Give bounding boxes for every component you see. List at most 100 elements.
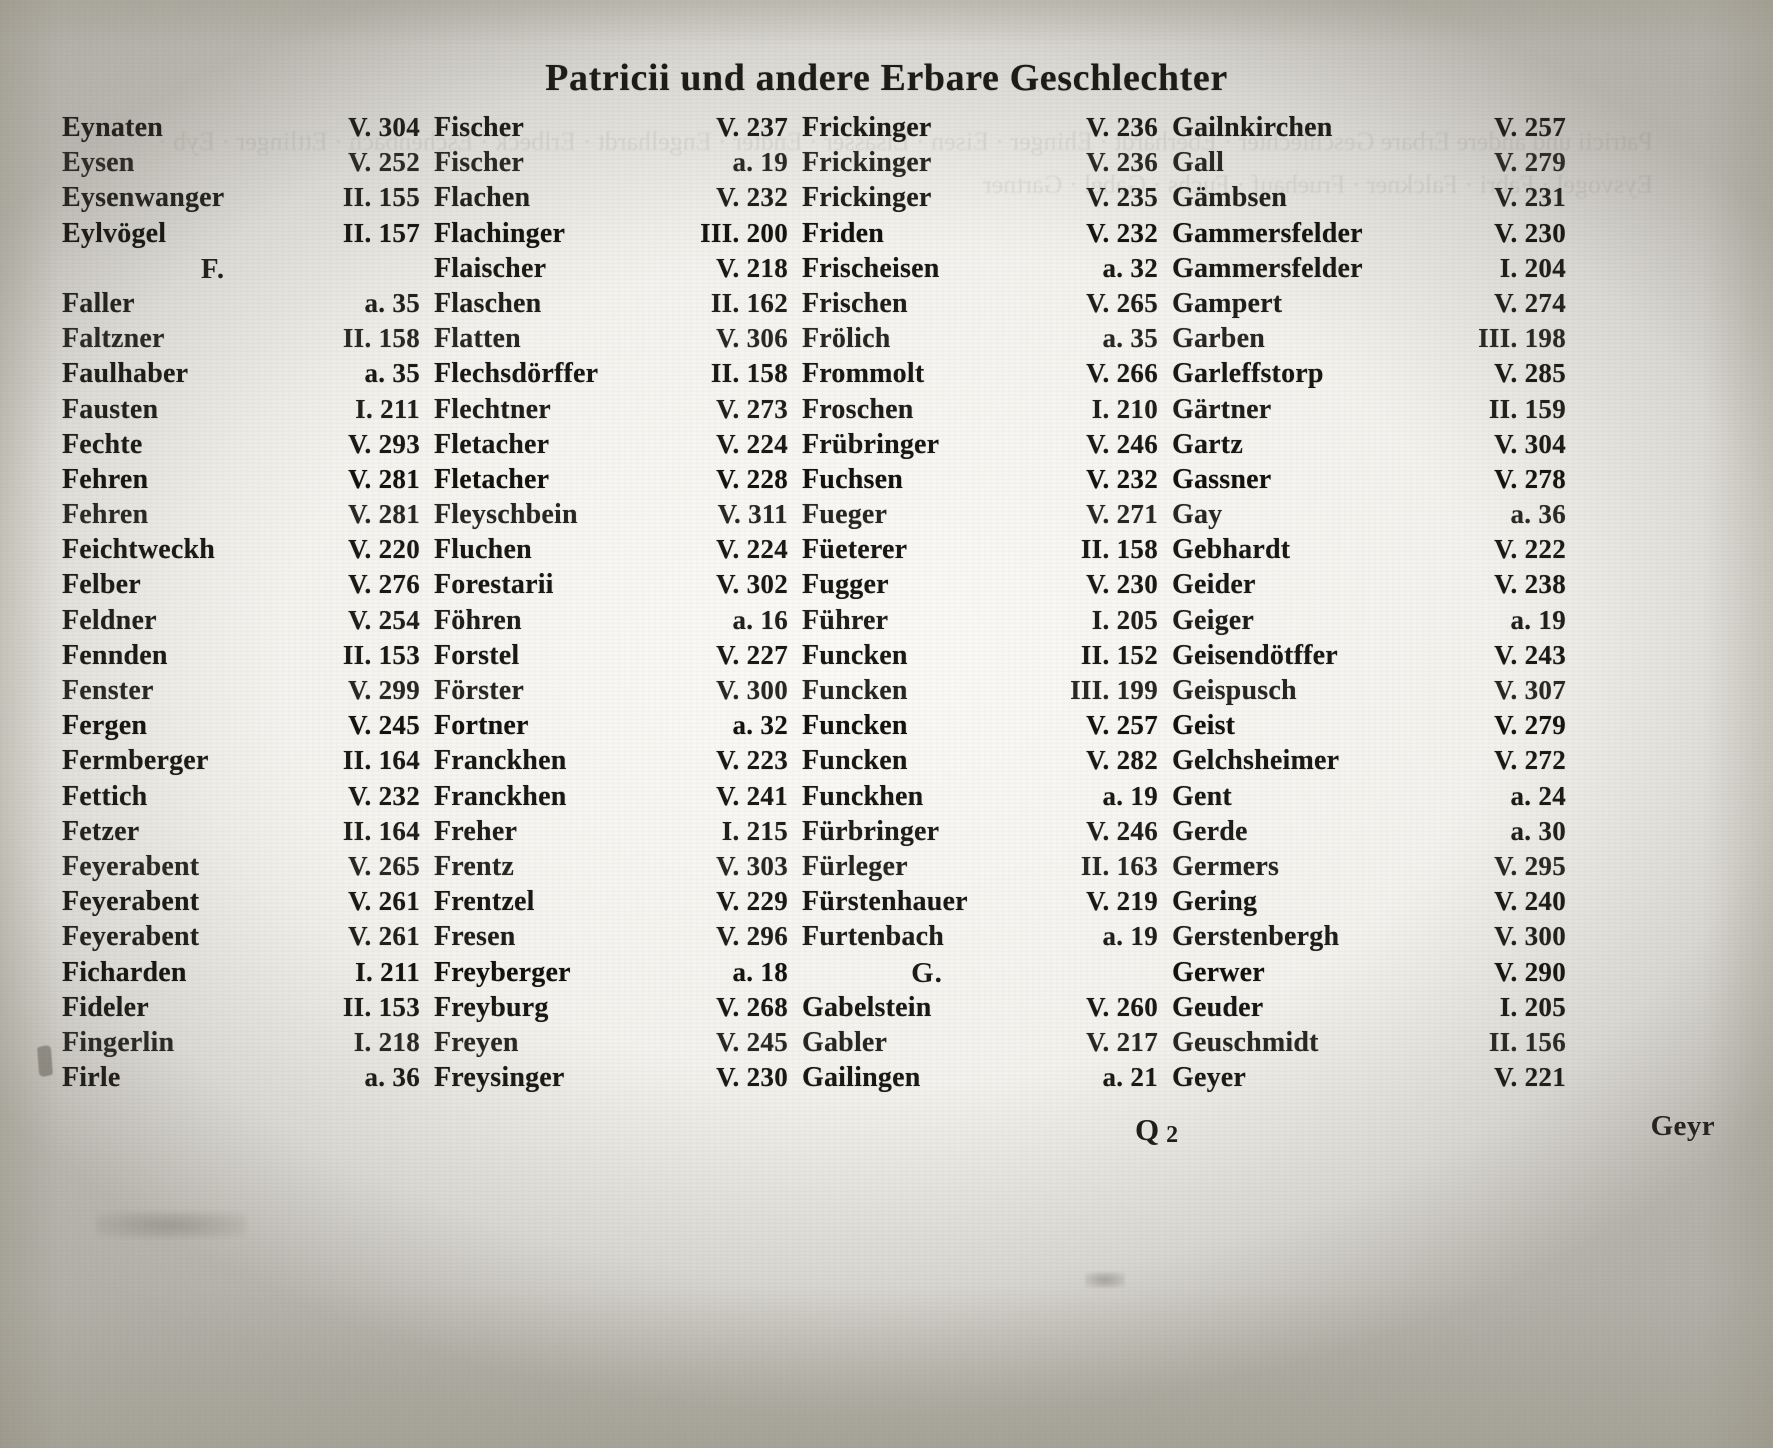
entry-name: Fletacher xyxy=(434,463,550,495)
index-entry: Gampert V. 274 xyxy=(1172,288,1570,323)
entry-name: Ficharden xyxy=(62,956,187,988)
entry-name: Gay xyxy=(1172,499,1223,531)
entry-name: Fischer xyxy=(434,112,525,143)
entry-name: Froschen xyxy=(802,393,914,425)
entry-reference: II. 159 xyxy=(1488,393,1566,424)
entry-reference: II. 162 xyxy=(710,287,788,318)
entry-reference: V. 274 xyxy=(1494,287,1566,318)
index-entry: Gailingen a. 21 xyxy=(802,1062,1172,1097)
index-entry: Fideler II. 153 xyxy=(62,992,434,1027)
index-entry: Föhren a. 16 xyxy=(434,605,802,640)
index-entry: Funcken III. 199 xyxy=(802,675,1172,710)
entry-reference: V. 220 xyxy=(348,534,420,565)
entry-name: Faulhaber xyxy=(62,358,189,390)
index-entry: Freyen V. 245 xyxy=(434,1027,802,1062)
index-entry: Froschen I. 210 xyxy=(802,394,1172,429)
entry-name: Freysinger xyxy=(434,1062,565,1094)
entry-name: Furtenbach xyxy=(802,921,944,953)
entry-name: Geist xyxy=(1172,710,1236,742)
entry-name: Feyerabent xyxy=(62,921,200,953)
entry-name: Fetzer xyxy=(62,815,140,847)
entry-reference: V. 224 xyxy=(716,534,788,565)
entry-reference: V. 293 xyxy=(348,428,420,459)
entry-name: Faltzner xyxy=(62,323,165,355)
entry-reference: V. 235 xyxy=(1086,182,1158,213)
entry-name: Eylvögel xyxy=(62,217,167,249)
index-entry: Garleffstorp V. 285 xyxy=(1172,358,1570,393)
index-column-4: Gailnkirchen V. 257 Gall V. 279 Gämbsen V. … xyxy=(1172,112,1570,1097)
entry-reference: V. 311 xyxy=(717,499,788,530)
index-entry: Fletacher V. 228 xyxy=(434,464,802,499)
index-entry: Fürstenhauer V. 219 xyxy=(802,886,1172,921)
index-entry: Fleyschbein V. 311 xyxy=(434,499,802,534)
index-entry: Freysinger V. 230 xyxy=(434,1062,802,1097)
index-entry: Felber V. 276 xyxy=(62,569,434,604)
index-entry: Frischen V. 265 xyxy=(802,288,1172,323)
index-entry: Flachinger III. 200 xyxy=(434,218,802,253)
index-entry: Geisendötffer V. 243 xyxy=(1172,640,1570,675)
entry-reference: II. 157 xyxy=(342,217,420,248)
index-entry: Eysen V. 252 xyxy=(62,147,434,182)
entry-reference: V. 268 xyxy=(716,991,788,1022)
index-entry: Fenster V. 299 xyxy=(62,675,434,710)
entry-name: Franckhen xyxy=(434,780,567,812)
entry-name: Fortner xyxy=(434,710,529,742)
entry-name: Gabler xyxy=(802,1026,888,1058)
entry-name: Gämbsen xyxy=(1172,182,1287,214)
entry-name: Fischer xyxy=(434,147,525,179)
index-entry: Gent a. 24 xyxy=(1172,781,1570,816)
entry-name: Gall xyxy=(1172,147,1225,179)
entry-name: Gerde xyxy=(1172,815,1248,847)
entry-name: Fausten xyxy=(62,393,159,425)
index-entry: Friden V. 232 xyxy=(802,218,1172,253)
index-entry: Geuschmidt II. 156 xyxy=(1172,1027,1570,1062)
index-entry: Fortner a. 32 xyxy=(434,710,802,745)
entry-name: Fideler xyxy=(62,991,149,1023)
entry-reference: II. 153 xyxy=(342,639,420,670)
entry-reference: V. 240 xyxy=(1494,886,1566,917)
index-entry: Furtenbach a. 19 xyxy=(802,921,1172,956)
index-entry: Fehren V. 281 xyxy=(62,464,434,499)
entry-name: Flaischer xyxy=(434,252,547,284)
entry-name: Funcken xyxy=(802,745,908,777)
entry-name: Freyen xyxy=(434,1026,519,1058)
entry-name: Gelchsheimer xyxy=(1172,745,1340,777)
index-entry: Gärtner II. 159 xyxy=(1172,394,1570,429)
entry-reference: V. 273 xyxy=(716,393,788,424)
entry-reference: a. 24 xyxy=(1510,780,1566,811)
entry-reference: a. 19 xyxy=(1102,780,1158,811)
entry-reference: V. 276 xyxy=(348,569,420,600)
entry-reference: V. 243 xyxy=(1494,639,1566,670)
index-entry: Firle a. 36 xyxy=(62,1062,434,1097)
index-entry: Freher I. 215 xyxy=(434,816,802,851)
index-columns: Eynaten V. 304 Eysen V. 252 Eysenwanger II.… xyxy=(62,112,1722,1097)
entry-name: Frentz xyxy=(434,850,514,882)
entry-reference: I. 205 xyxy=(1091,604,1158,635)
index-entry: Fletacher V. 224 xyxy=(434,429,802,464)
entry-reference: V. 224 xyxy=(716,428,788,459)
entry-name: Funcken xyxy=(802,639,908,671)
margin-ink-mark xyxy=(37,1044,53,1078)
index-entry: Gebhardt V. 222 xyxy=(1172,534,1570,569)
entry-name: Gering xyxy=(1172,886,1258,918)
index-entry: Fehren V. 281 xyxy=(62,499,434,534)
index-entry: Frentzel V. 229 xyxy=(434,886,802,921)
entry-name: Frommolt xyxy=(802,358,925,390)
index-entry: Fettich V. 232 xyxy=(62,781,434,816)
entry-name: Freyberger xyxy=(434,956,571,988)
entry-name: Fingerlin xyxy=(62,1026,175,1058)
entry-name: Fuchsen xyxy=(802,463,903,495)
entry-reference: V. 304 xyxy=(348,112,420,142)
index-entry: Flaschen II. 162 xyxy=(434,288,802,323)
index-entry: Frentz V. 303 xyxy=(434,851,802,886)
entry-name: Fürleger xyxy=(802,850,908,882)
entry-reference: V. 281 xyxy=(348,499,420,530)
index-entry: Gassner V. 278 xyxy=(1172,464,1570,499)
entry-reference: II. 164 xyxy=(342,745,420,776)
entry-name: Fehren xyxy=(62,463,149,495)
entry-name: Geiger xyxy=(1172,604,1255,636)
entry-reference: a. 35 xyxy=(364,287,420,318)
entry-name: Friden xyxy=(802,217,885,249)
entry-reference: V. 266 xyxy=(1086,358,1158,389)
